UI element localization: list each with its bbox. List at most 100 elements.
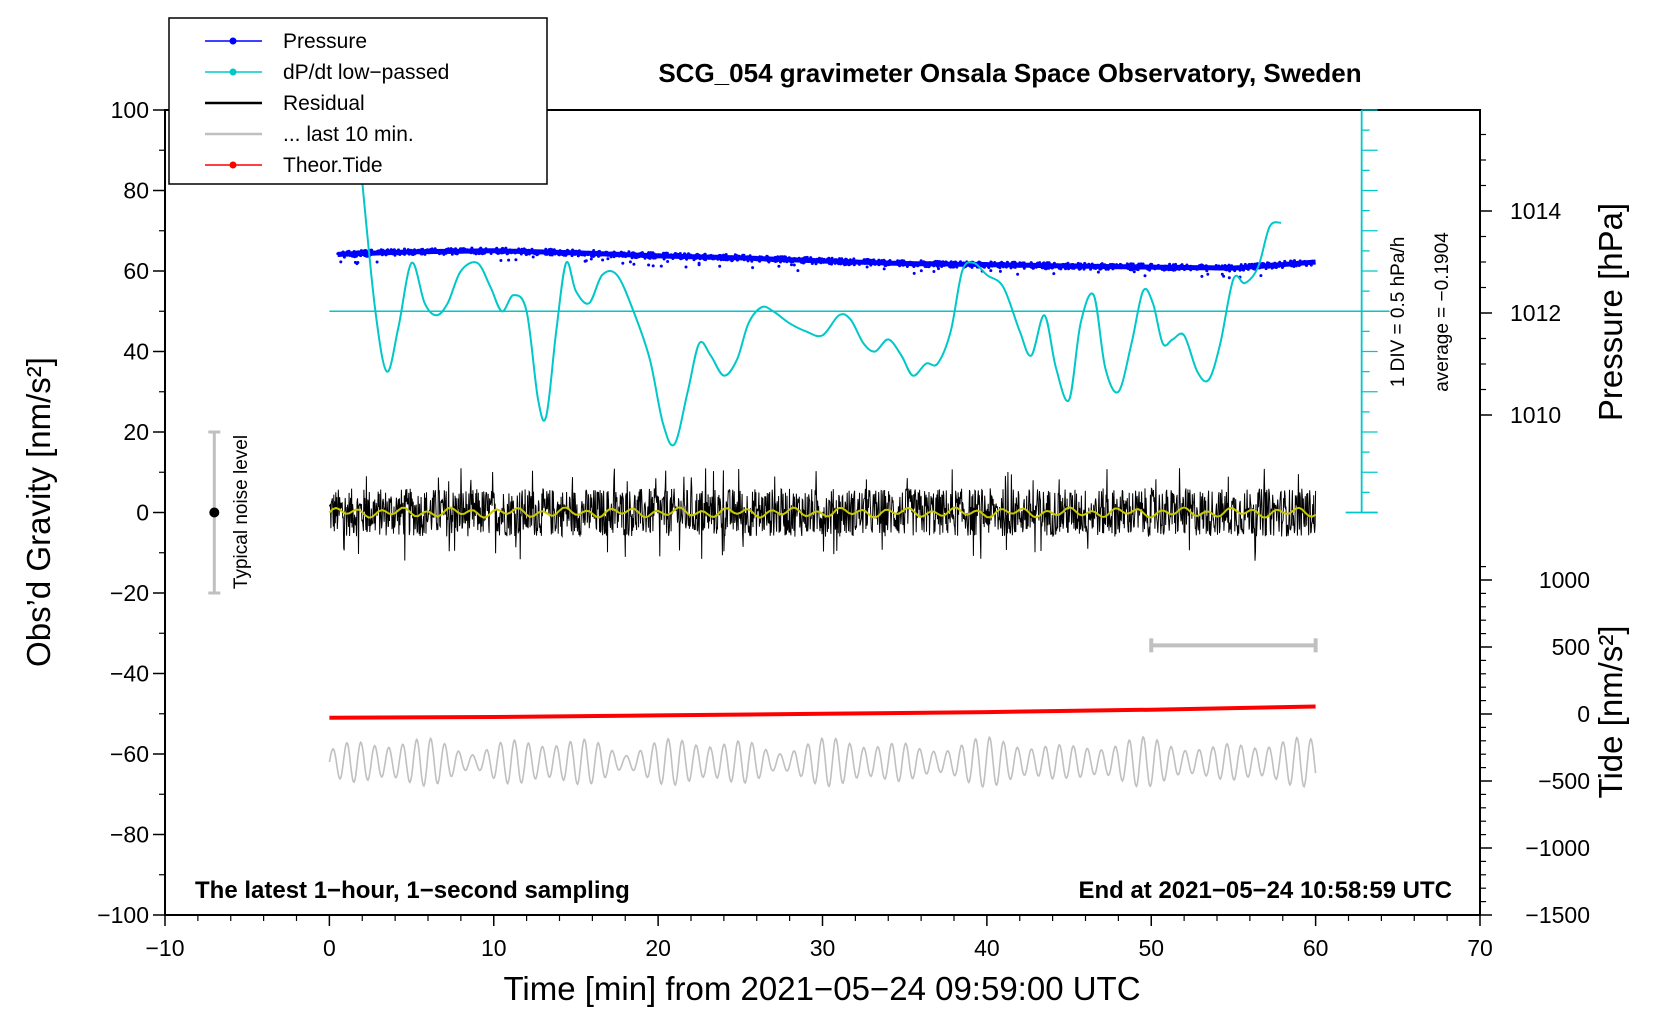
- pressure-point: [446, 247, 450, 251]
- pressure-point: [653, 255, 657, 259]
- pressure-point: [1160, 266, 1164, 270]
- pressure-point: [822, 257, 826, 261]
- pressure-point: [665, 253, 669, 257]
- pressure-point: [701, 256, 704, 260]
- legend-label: ... last 10 min.: [283, 123, 414, 146]
- pressure-point: [624, 255, 627, 259]
- pressure-point: [1233, 269, 1237, 273]
- pressure-point: [411, 253, 415, 256]
- tide-tick-label: 1000: [1539, 567, 1590, 593]
- x-tick-label: 60: [1303, 935, 1329, 961]
- pressure-point: [493, 249, 497, 252]
- pressure-point: [531, 255, 535, 259]
- pressure-point: [1295, 261, 1299, 265]
- pressure-point: [647, 251, 651, 255]
- pressure-point: [501, 247, 505, 251]
- pressure-point: [1245, 267, 1249, 270]
- pressure-point: [495, 251, 499, 255]
- pressure-point: [752, 255, 756, 259]
- pressure-point: [507, 258, 511, 262]
- pressure-point: [651, 251, 655, 255]
- pressure-point: [919, 259, 923, 263]
- pressure-point: [623, 252, 627, 256]
- pressure-point: [742, 258, 746, 262]
- noise-bar: [208, 430, 221, 595]
- pressure-point: [934, 259, 938, 263]
- pressure-point: [981, 264, 985, 268]
- pressure-point: [452, 250, 456, 254]
- pressure-point: [1167, 268, 1171, 272]
- pressure-point: [711, 257, 715, 261]
- x-tick-label: 50: [1138, 935, 1164, 961]
- pressure-point: [1074, 263, 1078, 267]
- tide-axis-ticks: 1000 500 0 −500 −1000 −1500: [1480, 565, 1590, 928]
- pressure-point: [749, 257, 752, 261]
- pressure-point: [601, 258, 605, 262]
- pressure-point: [736, 258, 739, 262]
- pressure-point: [499, 259, 503, 262]
- pressure-point: [706, 256, 710, 260]
- pressure-point: [1020, 261, 1024, 265]
- pressure-point: [516, 250, 520, 254]
- pressure-point: [909, 261, 913, 265]
- pressure-point: [680, 256, 684, 260]
- pressure-point: [1066, 263, 1070, 267]
- pressure-point: [448, 251, 451, 254]
- pressure-point: [790, 263, 793, 267]
- pressure-point: [1061, 262, 1065, 266]
- pressure-point: [441, 249, 444, 253]
- pressure-point: [605, 250, 609, 254]
- pressure-point: [485, 249, 489, 253]
- residual-line: [328, 468, 1317, 561]
- pressure-point: [1079, 267, 1083, 270]
- pressure-point: [1227, 276, 1231, 280]
- pressure-point: [912, 262, 915, 265]
- pressure-point: [392, 251, 396, 255]
- pressure-point: [874, 260, 878, 264]
- pressure-point: [1283, 259, 1287, 263]
- pressure-point: [733, 253, 737, 257]
- pressure-point: [976, 261, 980, 265]
- pressure-point: [1094, 266, 1098, 270]
- pressure-point: [799, 259, 802, 263]
- pressure-point: [1247, 263, 1251, 267]
- pressure-tick-label: 1010: [1510, 402, 1561, 428]
- pressure-point: [1236, 266, 1239, 270]
- pressure-point: [1220, 264, 1224, 268]
- pressure-point: [792, 257, 796, 260]
- legend-label: dP/dt low−passed: [283, 61, 449, 84]
- pressure-point: [1243, 262, 1247, 266]
- pressure-point: [467, 248, 471, 252]
- pressure-point: [918, 262, 922, 266]
- pressure-point: [849, 260, 853, 264]
- pressure-point: [1168, 262, 1172, 266]
- pressure-point: [395, 250, 399, 254]
- pressure-point: [1055, 264, 1059, 267]
- pressure-point: [685, 257, 689, 261]
- pressure-point: [437, 251, 441, 255]
- y-tick-label: 20: [123, 419, 149, 445]
- pressure-point: [580, 252, 584, 256]
- pressure-point: [548, 250, 552, 254]
- pressure-point: [896, 262, 900, 266]
- pressure-point: [1205, 267, 1209, 271]
- pressure-point: [863, 261, 867, 265]
- pressure-point: [809, 256, 813, 260]
- pressure-point: [509, 249, 513, 253]
- pressure-point: [414, 251, 418, 255]
- pressure-point: [1309, 263, 1313, 267]
- pressure-point: [902, 260, 906, 264]
- pressure-point: [940, 265, 944, 268]
- pressure-point: [355, 262, 359, 266]
- pressure-point: [1047, 266, 1051, 270]
- pressure-point: [720, 254, 724, 258]
- pressure-point: [614, 252, 618, 256]
- pressure-axis-ticks: 1014 1012 1010: [1480, 133, 1561, 428]
- pressure-point: [822, 260, 826, 264]
- pressure-point: [1105, 264, 1109, 268]
- pressure-point: [803, 260, 807, 264]
- pressure-point: [1053, 265, 1057, 269]
- pressure-point: [521, 249, 525, 253]
- x-axis-label: Time [min] from 2021−05−24 09:59:00 UTC: [503, 970, 1140, 1007]
- pressure-point: [719, 258, 723, 262]
